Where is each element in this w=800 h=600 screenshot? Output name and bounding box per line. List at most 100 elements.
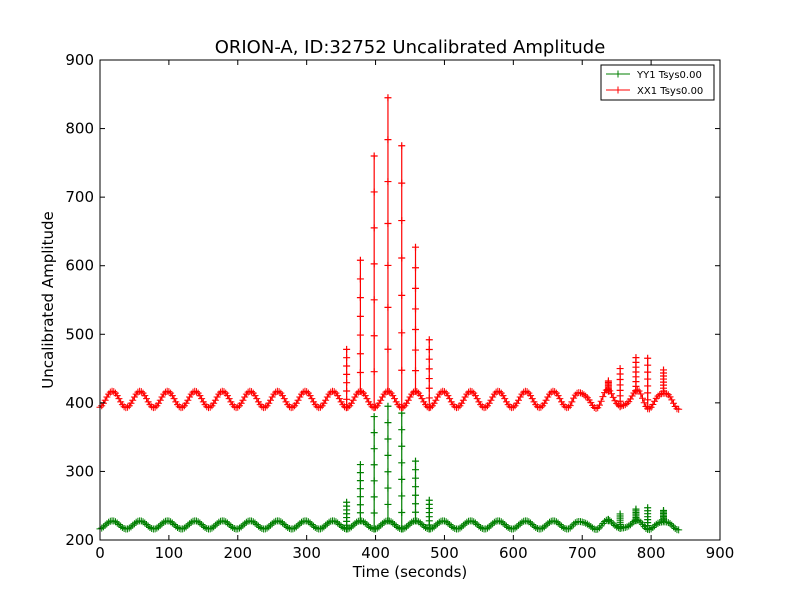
spike-marker — [343, 370, 351, 378]
data-point — [187, 518, 195, 526]
legend-label: XX1 Tsys0.00 — [637, 86, 703, 97]
data-point — [595, 401, 603, 409]
spike — [370, 413, 378, 533]
y-tick-label: 400 — [65, 394, 94, 412]
data-point — [437, 388, 445, 396]
spike-marker — [398, 329, 406, 337]
data-point — [320, 399, 328, 407]
spike-marker — [425, 394, 433, 402]
data-point — [501, 395, 509, 403]
data-point — [528, 395, 536, 403]
spike — [412, 457, 420, 525]
spike-marker — [412, 500, 420, 508]
data-point — [459, 396, 467, 404]
spike-marker — [384, 419, 392, 427]
data-point — [389, 519, 397, 527]
spike — [343, 498, 351, 533]
data-point — [540, 523, 548, 531]
data-point — [404, 521, 412, 529]
data-point — [141, 392, 149, 400]
data-point — [129, 396, 137, 404]
data-point — [320, 523, 328, 531]
data-point — [134, 388, 142, 396]
spike-marker — [425, 336, 433, 344]
data-point — [335, 521, 343, 529]
data-point — [518, 518, 526, 526]
spike-marker — [412, 243, 420, 251]
data-point — [196, 392, 204, 400]
spike — [343, 345, 351, 412]
spike-marker — [644, 403, 652, 411]
series-markers — [96, 516, 683, 534]
data-point — [210, 523, 218, 531]
spike-marker — [356, 312, 364, 320]
data-point — [668, 521, 676, 529]
spike-marker — [370, 477, 378, 485]
spike-marker — [644, 396, 652, 404]
data-point — [223, 392, 231, 400]
data-point — [377, 521, 385, 529]
data-point — [490, 518, 498, 526]
data-point — [656, 391, 664, 399]
spike-marker — [632, 354, 640, 362]
spike-marker — [370, 413, 378, 421]
spike-marker — [356, 485, 364, 493]
data-point — [253, 395, 261, 403]
spike-marker — [356, 493, 364, 501]
data-point — [211, 396, 219, 404]
data-point — [377, 396, 385, 404]
spike-marker — [398, 291, 406, 299]
data-point — [211, 521, 219, 529]
spike-marker — [412, 483, 420, 491]
data-point — [506, 403, 514, 411]
data-point — [640, 399, 648, 407]
spike — [632, 354, 640, 395]
data-point — [258, 403, 266, 411]
data-point — [597, 397, 605, 405]
spike-marker — [616, 510, 624, 518]
spike-marker — [425, 384, 433, 392]
data-point — [192, 388, 200, 396]
data-point — [101, 396, 109, 404]
data-point — [115, 395, 123, 403]
spike — [398, 142, 406, 412]
spike-marker — [425, 345, 433, 353]
y-tick-label: 600 — [65, 257, 94, 275]
data-point — [564, 403, 572, 411]
spike-marker — [425, 355, 433, 363]
spike-marker — [370, 525, 378, 533]
data-point — [184, 521, 192, 529]
spike-marker — [356, 256, 364, 264]
plot-area — [96, 94, 683, 534]
data-point — [206, 403, 214, 411]
data-point — [599, 393, 607, 401]
spike-marker — [398, 179, 406, 187]
data-point — [418, 395, 426, 403]
spike-marker — [412, 466, 420, 474]
data-point — [446, 395, 454, 403]
data-point — [220, 388, 228, 396]
data-point — [156, 396, 164, 404]
data-point — [654, 519, 662, 527]
spike-marker — [398, 525, 406, 533]
data-point — [592, 404, 600, 412]
data-point — [217, 388, 225, 396]
spike-marker — [632, 505, 640, 513]
data-point — [237, 523, 245, 531]
data-point — [594, 525, 602, 533]
data-point — [458, 399, 466, 407]
spike — [384, 94, 392, 395]
data-point — [327, 388, 335, 396]
spike-marker — [660, 366, 668, 374]
spike-marker — [384, 484, 392, 492]
spike — [644, 354, 652, 411]
data-point — [496, 388, 504, 396]
spike-marker — [370, 509, 378, 517]
data-point — [515, 396, 522, 404]
spike — [660, 366, 668, 395]
data-point — [289, 403, 297, 411]
spike-marker — [343, 395, 351, 403]
data-point — [294, 396, 302, 404]
data-point — [294, 521, 302, 529]
